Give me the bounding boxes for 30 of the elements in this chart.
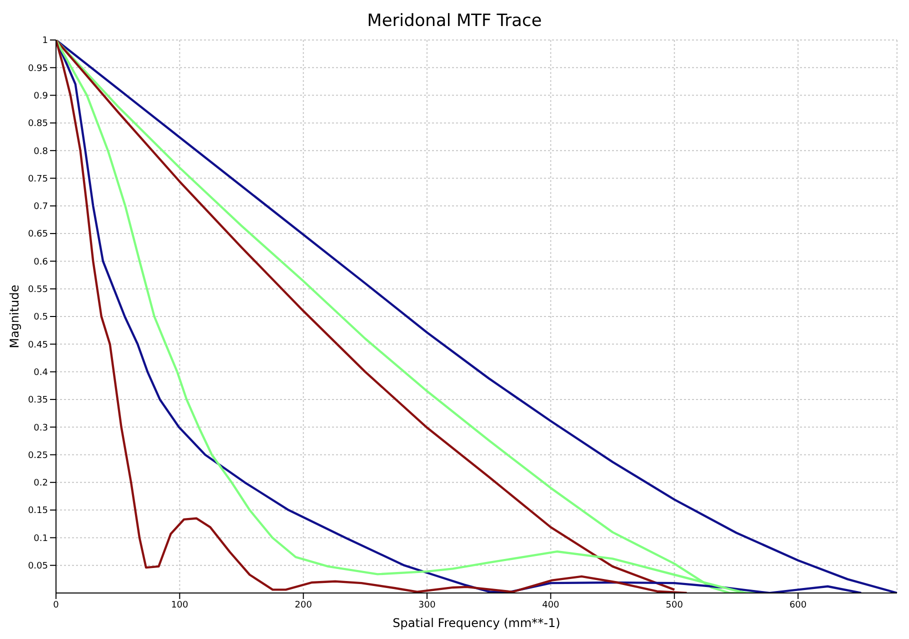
y-tick-label: 1 — [42, 36, 48, 46]
y-tick-label: 0.9 — [34, 91, 48, 102]
x-tick-label: 500 — [666, 600, 684, 610]
y-axis-title: Magnitude — [7, 284, 22, 348]
y-tick-label: 0.7 — [34, 202, 48, 212]
y-tick-label: 0.75 — [28, 174, 48, 184]
chart-title: Meridonal MTF Trace — [366, 10, 543, 33]
y-tick-label: 0.2 — [34, 478, 48, 489]
x-tick-label: 300 — [418, 600, 436, 610]
y-tick-label: 0.4 — [34, 368, 48, 378]
y-tick-label: 0.45 — [28, 340, 48, 350]
x-tick-label: 400 — [542, 600, 560, 610]
y-tick-label: 0.3 — [34, 423, 48, 434]
y-tick-label: 0.6 — [34, 257, 48, 268]
y-tick-label: 0.5 — [34, 312, 48, 323]
y-tick-label: 0.05 — [28, 562, 48, 572]
x-tick-label: 100 — [171, 600, 189, 610]
x-axis-title: Spatial Frequency (mm**-1) — [392, 616, 560, 630]
x-tick-label: 0 — [53, 600, 60, 610]
y-tick-label: 0.1 — [34, 534, 48, 544]
y-tick-label: 0.65 — [28, 230, 48, 240]
y-tick-label: 0.85 — [28, 119, 48, 130]
y-tick-label: 0.8 — [34, 146, 48, 157]
x-tick-label: 200 — [294, 600, 312, 610]
y-tick-label: 0.95 — [28, 64, 48, 74]
y-tick-label: 0.55 — [28, 285, 48, 296]
y-tick-label: 0.35 — [28, 396, 48, 406]
y-tick-label: 0.25 — [28, 450, 48, 461]
y-tick-label: 0.15 — [28, 506, 48, 516]
x-tick-label: 600 — [789, 600, 807, 610]
